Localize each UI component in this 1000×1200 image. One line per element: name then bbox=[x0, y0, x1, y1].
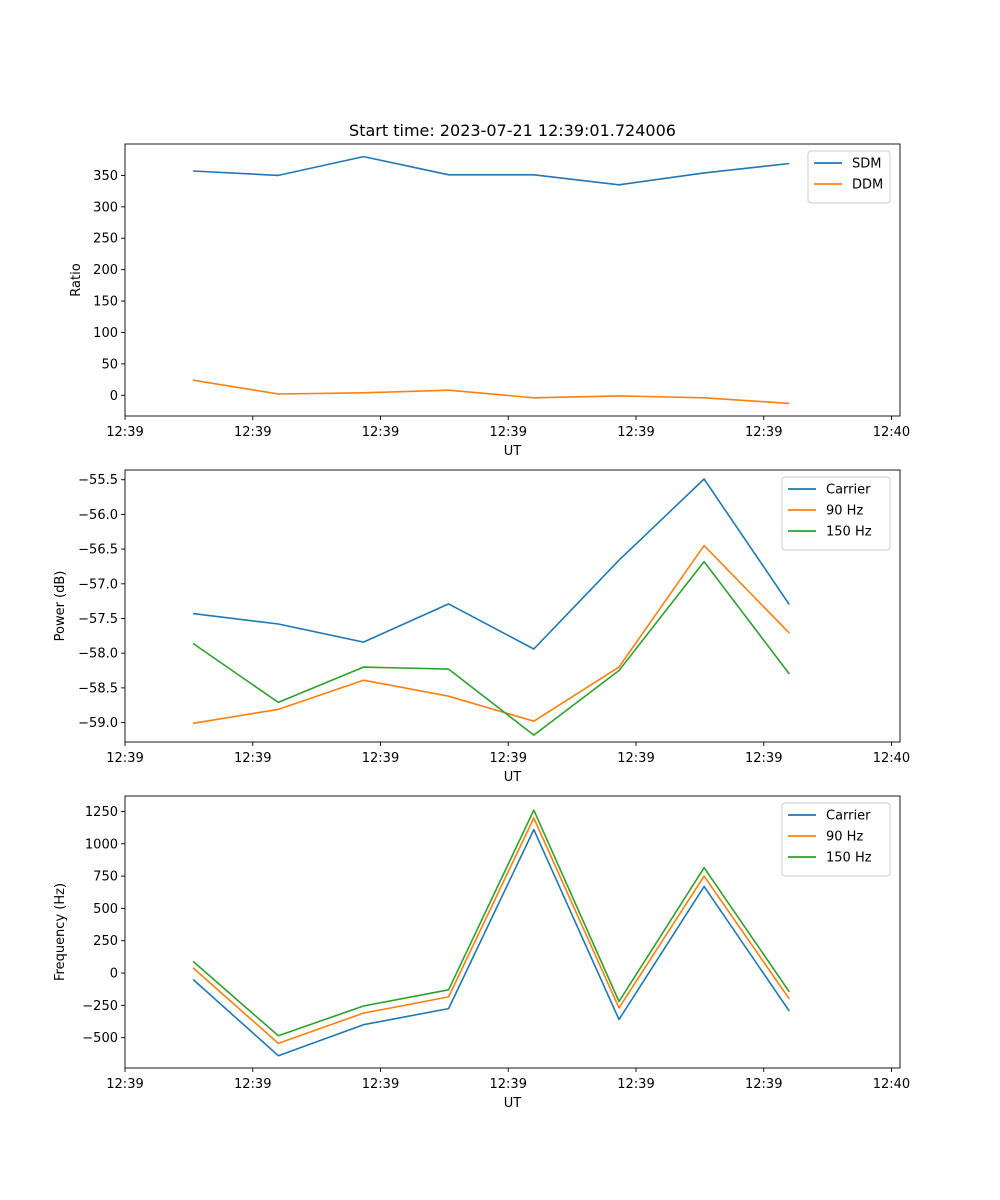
legend-label: 90 Hz bbox=[826, 504, 863, 519]
x-tick-label: 12:39 bbox=[234, 1077, 271, 1092]
y-tick-label: 1250 bbox=[85, 805, 118, 820]
y-tick-label: −57.0 bbox=[78, 577, 118, 592]
axes-frame bbox=[124, 469, 901, 743]
y-tick-label: 150 bbox=[93, 295, 118, 310]
y-tick-label: 750 bbox=[93, 870, 118, 885]
legend: SDM DDM bbox=[807, 150, 891, 204]
y-axis-label: Power (dB) bbox=[53, 571, 68, 642]
x-tick-label: 12:39 bbox=[617, 425, 654, 440]
y-tick-label: −58.5 bbox=[78, 681, 118, 696]
x-tick-label: 12:39 bbox=[617, 751, 654, 766]
y-tick-label: −56.0 bbox=[78, 508, 118, 523]
x-tick-label: 12:39 bbox=[490, 425, 527, 440]
legend-label: Carrier bbox=[826, 483, 871, 498]
legend-label: 150 Hz bbox=[826, 851, 872, 866]
x-tick-label: 12:40 bbox=[873, 1077, 910, 1092]
y-tick-label: 1000 bbox=[85, 837, 118, 852]
y-tick-label: 350 bbox=[93, 169, 118, 184]
y-tick-label: −56.5 bbox=[78, 543, 118, 558]
x-tick-label: 12:39 bbox=[490, 1077, 527, 1092]
y-tick-label: 50 bbox=[101, 357, 118, 372]
x-axis-label: UT bbox=[504, 1096, 522, 1111]
x-tick-label: 12:39 bbox=[234, 425, 271, 440]
legend-label: Carrier bbox=[826, 809, 871, 824]
panel-3: −500 −250 0 250 500 750 1000 1250 12:39 12:39 12:3… bbox=[53, 795, 910, 1111]
x-tick-label: 12:39 bbox=[106, 425, 143, 440]
x-tick-label: 12:39 bbox=[617, 1077, 654, 1092]
panel-2: −59.0 −58.5 −58.0 −57.5 −57.0 −56.5 −56.0 −55.5… bbox=[53, 469, 910, 785]
y-tick-label: −55.5 bbox=[78, 473, 118, 488]
x-tick-label: 12:39 bbox=[745, 751, 782, 766]
x-tick-label: 12:39 bbox=[362, 1077, 399, 1092]
y-tick-label: −59.0 bbox=[78, 716, 118, 731]
y-tick-label: −250 bbox=[82, 999, 118, 1014]
series-line-90-hz bbox=[192, 544, 790, 725]
y-tick-label: 500 bbox=[93, 902, 118, 917]
x-tick-label: 12:40 bbox=[873, 425, 910, 440]
x-tick-label: 12:39 bbox=[106, 1077, 143, 1092]
legend: Carrier 90 Hz 150 Hz bbox=[781, 476, 891, 551]
y-tick-label: 0 bbox=[110, 967, 118, 982]
x-axis-label: UT bbox=[504, 444, 522, 459]
series-line-carrier bbox=[193, 478, 790, 650]
x-tick-label: 12:39 bbox=[362, 751, 399, 766]
y-tick-label: 250 bbox=[93, 934, 118, 949]
x-axis-label: UT bbox=[504, 770, 522, 785]
legend-label: 150 Hz bbox=[826, 525, 872, 540]
x-tick-label: 12:39 bbox=[745, 425, 782, 440]
panel-1: 0 50 100 150 200 250 300 350 12:39 12:39 12:39 12:3… bbox=[69, 143, 910, 459]
series-line-150-hz bbox=[192, 809, 790, 1037]
series-line-sdm bbox=[193, 155, 790, 186]
x-tick-label: 12:39 bbox=[745, 1077, 782, 1092]
series-line-ddm bbox=[192, 379, 790, 405]
series-line-90-hz bbox=[192, 817, 790, 1045]
y-tick-label: 200 bbox=[93, 263, 118, 278]
y-tick-label: 0 bbox=[110, 389, 118, 404]
legend-label: DDM bbox=[852, 178, 883, 193]
y-tick-label: 250 bbox=[93, 232, 118, 247]
x-tick-label: 12:40 bbox=[873, 751, 910, 766]
legend-label: SDM bbox=[852, 157, 881, 172]
y-axis-label: Frequency (Hz) bbox=[53, 883, 68, 981]
panels: 0 50 100 150 200 250 300 350 12:39 12:39 12:39 12:3… bbox=[53, 143, 910, 1111]
axes-frame bbox=[124, 795, 901, 1069]
y-tick-label: −58.0 bbox=[78, 647, 118, 662]
x-tick-label: 12:39 bbox=[234, 751, 271, 766]
y-tick-label: −500 bbox=[82, 1031, 118, 1046]
y-tick-label: 300 bbox=[93, 200, 118, 215]
legend-label: 90 Hz bbox=[826, 830, 863, 845]
x-tick-label: 12:39 bbox=[362, 425, 399, 440]
y-tick-label: 100 bbox=[93, 326, 118, 341]
legend-box bbox=[807, 150, 891, 204]
legend: Carrier 90 Hz 150 Hz bbox=[781, 802, 891, 877]
series-line-150-hz bbox=[192, 560, 790, 736]
x-tick-label: 12:39 bbox=[490, 751, 527, 766]
chart-title: Start time: 2023-07-21 12:39:01.724006 bbox=[349, 121, 676, 140]
series-line-carrier bbox=[192, 828, 790, 1057]
axes-frame bbox=[124, 143, 901, 417]
x-tick-label: 12:39 bbox=[106, 751, 143, 766]
y-axis-label: Ratio bbox=[69, 263, 84, 296]
y-tick-label: −57.5 bbox=[78, 612, 118, 627]
